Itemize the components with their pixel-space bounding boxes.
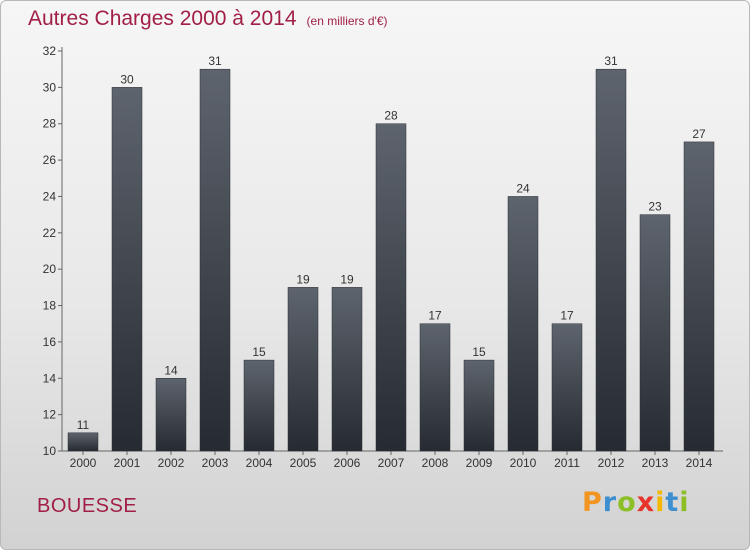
- x-tick-label: 2014: [686, 456, 713, 470]
- bar-2012: [595, 68, 627, 452]
- logo-letter: x: [636, 487, 656, 518]
- value-label-2003: 31: [208, 54, 222, 68]
- bar-2005: [287, 287, 319, 452]
- x-tick-label: 2010: [510, 456, 537, 470]
- value-label-2005: 19: [296, 272, 310, 286]
- bars: [67, 68, 715, 452]
- x-tick-label: 2007: [378, 456, 405, 470]
- x-tick-label: 2004: [246, 456, 273, 470]
- proxiti-logo[interactable]: Proxiti: [582, 487, 690, 518]
- logo-letter: i: [655, 487, 666, 518]
- value-label-2012: 31: [604, 54, 618, 68]
- chart-subtitle: (en milliers d'€): [306, 14, 388, 28]
- x-tick-label: 2013: [642, 456, 669, 470]
- bar-2000: [67, 432, 99, 452]
- y-tick-label: 28: [43, 117, 57, 131]
- value-label-2007: 28: [384, 109, 398, 123]
- y-axis: 10 12 14 16 18 20 22 24 26 28 30 32: [43, 44, 63, 458]
- logo-letter: P: [582, 487, 603, 518]
- y-tick-label: 14: [43, 371, 57, 385]
- x-tick-label: 2000: [70, 456, 97, 470]
- x-tick-label: 2002: [158, 456, 185, 470]
- x-tick-label: 2008: [422, 456, 449, 470]
- y-tick-label: 26: [43, 153, 57, 167]
- value-label-2006: 19: [340, 272, 354, 286]
- value-label-2002: 14: [164, 363, 178, 377]
- bar-2003: [199, 68, 231, 452]
- value-label-2008: 17: [428, 309, 442, 323]
- y-tick-label: 18: [43, 299, 57, 313]
- commune-name: BOUESSE: [37, 495, 138, 517]
- bar-2006: [331, 287, 363, 452]
- value-label-2010: 24: [516, 181, 530, 195]
- value-label-2004: 15: [252, 345, 266, 359]
- bar-2011: [551, 323, 583, 452]
- logo-letter: o: [617, 487, 637, 518]
- y-tick-label: 22: [43, 226, 57, 240]
- x-tick-label: 2003: [202, 456, 229, 470]
- bar-2009: [463, 359, 495, 452]
- logo-letter: t: [665, 487, 680, 518]
- value-label-2014: 27: [692, 127, 706, 141]
- x-tick-label: 2001: [114, 456, 141, 470]
- x-tick-label: 2012: [598, 456, 625, 470]
- y-tick-label: 20: [43, 262, 57, 276]
- y-tick-label: 30: [43, 80, 57, 94]
- chart-title: Autres Charges 2000 à 2014: [28, 7, 297, 30]
- x-axis: 2000 2001 2002 2003 2004 2005 2006 2007 2008 2009…: [62, 450, 723, 470]
- value-labels: 11 30 14 31 15 19 19 28 17 15 24 17 31 23 27: [77, 54, 706, 432]
- value-label-2000: 11: [77, 418, 90, 432]
- x-tick-label: 2011: [554, 456, 580, 470]
- x-tick-label: 2009: [466, 456, 493, 470]
- bar-2007: [375, 123, 407, 452]
- x-tick-label: 2005: [290, 456, 317, 470]
- y-tick-label: 16: [43, 335, 57, 349]
- y-tick-label: 32: [43, 44, 57, 58]
- y-tick-label: 24: [43, 189, 57, 203]
- value-label-2009: 15: [472, 345, 486, 359]
- bar-2010: [507, 196, 539, 452]
- value-label-2001: 30: [120, 72, 134, 86]
- value-label-2013: 23: [648, 200, 662, 214]
- bar-2002: [155, 378, 187, 452]
- logo-letter: i: [679, 487, 690, 518]
- logo-letter: r: [602, 487, 618, 518]
- bar-2001: [111, 87, 143, 452]
- bar-2004: [243, 359, 275, 452]
- y-tick-label: 10: [43, 444, 57, 458]
- value-label-2011: 17: [560, 309, 574, 323]
- y-tick-label: 12: [43, 408, 57, 422]
- title-row: Autres Charges 2000 à 2014 (en milliers d…: [28, 7, 388, 31]
- x-tick-label: 2006: [334, 456, 361, 470]
- bar-2008: [419, 323, 451, 452]
- bar-2014: [683, 141, 715, 452]
- bar-2013: [639, 214, 671, 452]
